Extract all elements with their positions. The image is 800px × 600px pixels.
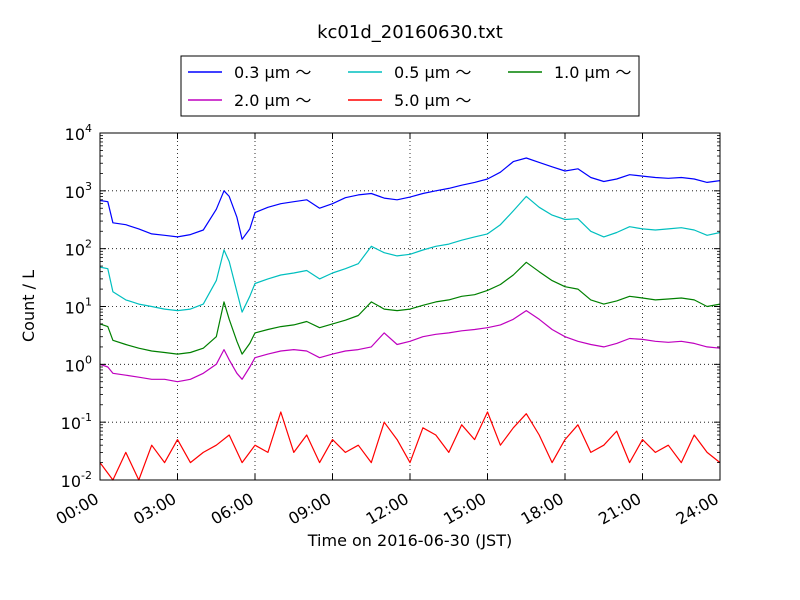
y-tick-label: 10-2 <box>61 469 92 491</box>
series-line-1 <box>99 195 721 313</box>
series-line-3 <box>99 310 721 383</box>
y-tick-label: 10-1 <box>61 411 92 433</box>
axis-ticks <box>99 132 721 481</box>
legend-label-0: 0.3 μm ～ <box>234 63 311 82</box>
series-line-4 <box>99 411 721 481</box>
series-layer <box>99 157 721 481</box>
grid-lines <box>100 133 720 480</box>
legend-label-3: 2.0 μm ～ <box>234 91 311 110</box>
chart-title: kc01d_20160630.txt <box>317 22 503 43</box>
y-tick-label: 104 <box>65 122 92 144</box>
series-line-2 <box>99 261 721 355</box>
y-tick-labels: 10-2 10-1 100 101 102 103 104 <box>61 122 92 491</box>
x-axis-label: Time on 2016-06-30 (JST) <box>307 531 512 550</box>
legend-label-4: 5.0 μm ～ <box>394 91 471 110</box>
legend-box <box>180 55 640 117</box>
y-axis-label: Count / L <box>19 270 38 342</box>
legend: 0.3 μm ～ 0.5 μm ～ 1.0 μm ～ 2.0 μm ～ 5.0 μm ～ <box>180 55 640 117</box>
y-tick-label: 100 <box>65 353 92 375</box>
legend-label-2: 1.0 μm ～ <box>554 63 631 82</box>
legend-label-1: 0.5 μm ～ <box>394 63 471 82</box>
y-tick-label: 103 <box>65 180 92 202</box>
series-line-0 <box>99 157 721 240</box>
y-tick-label: 101 <box>65 296 92 318</box>
y-tick-label: 102 <box>65 238 92 260</box>
